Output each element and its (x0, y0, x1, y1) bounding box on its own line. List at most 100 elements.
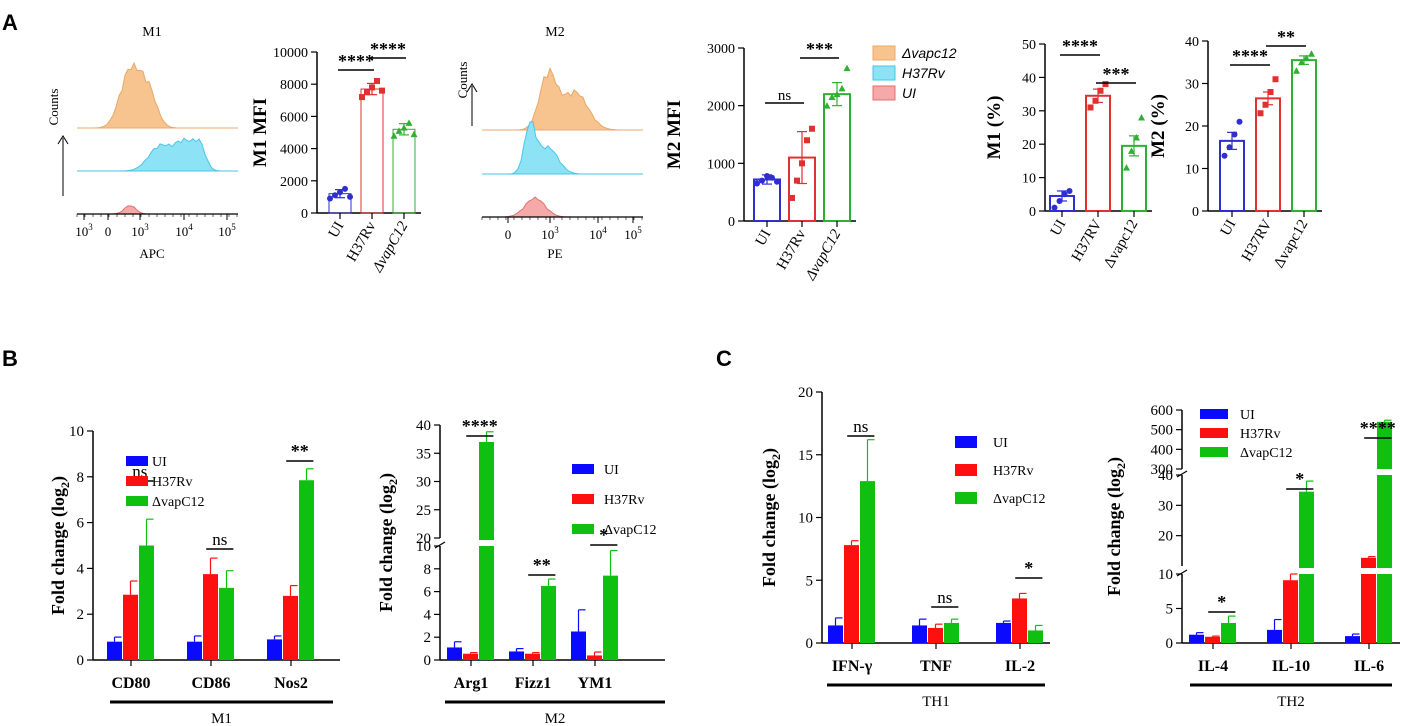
m1genes-group-label: M1 (211, 711, 232, 726)
m2genes-y-tick-label: 8 (424, 562, 432, 578)
m1mfi-y-tick-label: 6000 (280, 110, 308, 125)
m1pct-data-point (1066, 187, 1073, 194)
th2-y-axis-label: Fold change (log2) (1104, 457, 1128, 596)
legend-c2-swatch-vapc12 (1200, 447, 1228, 457)
m2mfi-data-point (769, 174, 775, 181)
th1-category-label: IL-2 (1005, 658, 1035, 675)
legend-c-swatch-ui (955, 436, 977, 448)
flow-m2-tick-label: 0 (505, 227, 512, 242)
flow-m2-histogram-2 (504, 196, 589, 218)
flow-legend: Δvapc12 H37Rv UI (872, 45, 957, 101)
th1-y-axis-label: Fold change (log2) (759, 448, 783, 587)
legend-swatch-ui (872, 85, 896, 101)
m2mfi-data-point (804, 137, 810, 144)
m2pct-significance-label: **** (1232, 46, 1268, 66)
m1mfi-data-point (400, 124, 408, 131)
m2genes-category-label: YM1 (578, 675, 613, 692)
m1pct-data-point (1128, 147, 1135, 154)
th1-bar (1028, 630, 1043, 643)
legend-b-ui: UI (152, 455, 167, 470)
m1mfi-y-axis-label: M1 MFI (250, 98, 271, 167)
flow-m1-tick-label: 103 (75, 222, 93, 239)
legend-b2-vapc12: ΔvapC12 (604, 523, 657, 538)
m1mfi-data-point (342, 185, 348, 192)
m1genes-bar (123, 594, 138, 660)
th1-y-tick-label: 5 (806, 573, 814, 589)
th2-bar-break-gap (1376, 568, 1393, 574)
th2-y-tick-label: 500 (1151, 423, 1174, 439)
m1mfi-data-point (374, 77, 380, 84)
th1-bar (928, 627, 943, 643)
m2genes-significance-label: **** (462, 416, 498, 436)
th2-bar (1345, 636, 1360, 643)
m1pct-category-label: Δvapc12 (1101, 217, 1141, 271)
m2pct-bar (1291, 59, 1317, 212)
m2genes-y-axis-label: Fold change (log2) (376, 473, 400, 612)
legend-c2-h37rv: H37Rv (1240, 427, 1280, 442)
m2mfi-data-point (809, 125, 815, 132)
m2genes-significance-label: ** (533, 555, 551, 575)
m1pct-data-point (1097, 87, 1104, 94)
th1-bar (860, 481, 875, 643)
legend-c2-ui: UI (1240, 408, 1255, 423)
m2genes-bar (603, 575, 618, 660)
th2-y-tick-label: 0 (1166, 636, 1174, 652)
m2pct-data-point (1221, 152, 1228, 159)
m2genes-bar (587, 655, 602, 660)
th2-bar (1283, 580, 1298, 643)
th2-y-tick-label: 400 (1151, 442, 1174, 458)
legend-c-vapc12: ΔvapC12 (993, 492, 1046, 507)
m1genes-significance-label: ns (212, 530, 227, 549)
m1pct-category-label: UI (1048, 217, 1070, 239)
m1pct-significance-label: *** (1103, 64, 1130, 84)
m2pct-y-tick-label: 40 (1185, 35, 1199, 50)
flow-m1-histogram-0 (91, 61, 200, 129)
legend-swatch-h37rv (872, 65, 896, 81)
m2mfi-y-tick-label: 1000 (707, 157, 735, 172)
m2mfi-category-label: H37Rv (774, 227, 810, 273)
th2-bar-break-gap (1376, 469, 1393, 475)
th2-significance-label: * (1295, 469, 1304, 489)
m2pct-category-label: Δvapc12 (1271, 217, 1311, 271)
flow-m1-ylabel: Counts (46, 89, 61, 126)
m2pct-bar (1219, 139, 1245, 212)
m2pct-data-point (1226, 144, 1233, 151)
m1mfi-y-tick-label: 4000 (280, 143, 308, 158)
th1-significance-label: * (1024, 558, 1033, 578)
m2pct-y-tick-label: 0 (1192, 205, 1199, 220)
flow-m2-ylabel: Counts (455, 62, 470, 99)
m2mfi-data-point (789, 194, 795, 201)
m2pct-y-tick-label: 30 (1185, 78, 1199, 93)
m1pct-data-point (1061, 191, 1068, 198)
th2-y-tick-label: 10 (1158, 567, 1173, 583)
th2-bar-break-gap (1298, 568, 1315, 574)
m1genes-y-tick-label: 6 (77, 516, 85, 532)
m1pct-y-tick-label: 40 (1022, 71, 1036, 86)
m1genes-y-axis-label: Fold change (log2) (48, 476, 72, 615)
m2genes-y-tick-label: 25 (416, 503, 431, 519)
m2genes-bar (509, 651, 524, 660)
m2mfi-y-axis-label: M2 MFI (664, 100, 685, 169)
th2-axis-break-mark (1176, 569, 1188, 577)
m1genes-bar (107, 641, 122, 660)
th1-category-label: IFN-γ (832, 658, 873, 675)
th1-significance-label: ns (937, 588, 952, 607)
m2genes-y-tick-label: 10 (416, 539, 431, 555)
m2pct-y-axis-label: M2 (%) (1148, 94, 1169, 158)
legend-c-swatch-h37rv (955, 464, 977, 476)
panel-label-a: A (2, 10, 18, 35)
th1-y-tick-label: 0 (806, 636, 814, 652)
flow-m2-xlabel: PE (547, 246, 562, 261)
m2mfi-y-tick-label: 3000 (707, 42, 735, 57)
flow-m1-histogram-1 (114, 137, 230, 172)
legend-b-swatch-vapc12 (126, 496, 148, 506)
legend-b2-ui: UI (604, 463, 619, 478)
m1genes-bar (187, 641, 202, 660)
m1mfi-data-point (347, 193, 353, 200)
th2-y-tick-label: 300 (1151, 462, 1174, 478)
flow-m1-arrowhead (57, 135, 69, 145)
m2genes-y-tick-label: 35 (416, 446, 431, 462)
th2-bar (1299, 491, 1314, 643)
